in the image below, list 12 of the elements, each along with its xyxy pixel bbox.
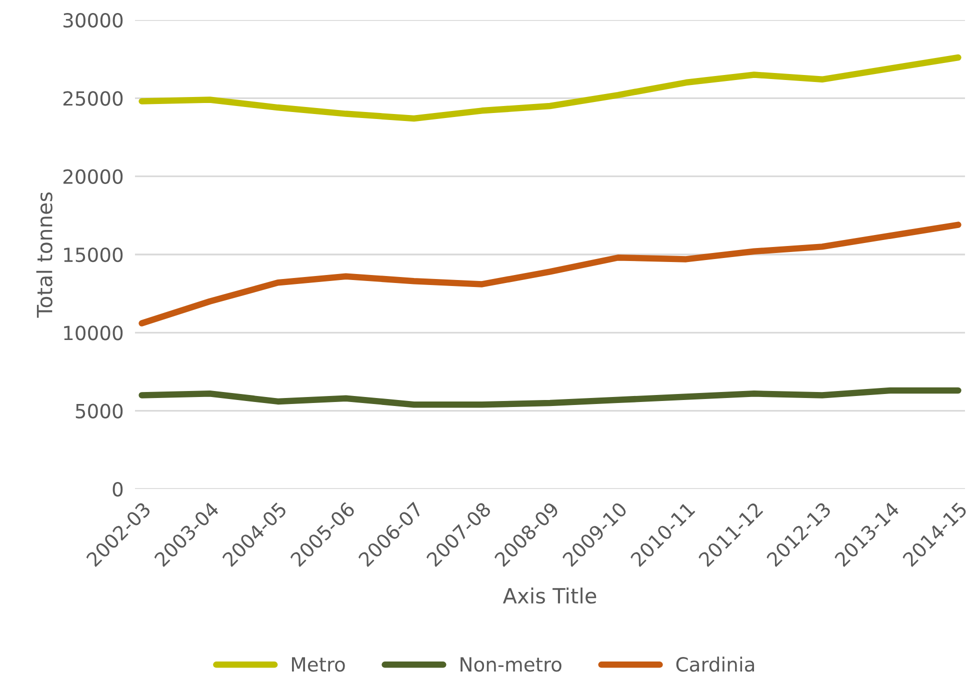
y-tick-label: 15000 [64, 247, 123, 262]
y-tick-label: 10000 [64, 326, 123, 340]
y-tick-label: 5000 [76, 404, 123, 418]
legend-label: Cardinia [676, 656, 754, 672]
y-tick-label: 20000 [63, 169, 123, 184]
y-tick-label: 0 [112, 482, 123, 497]
y-tick-label: 25000 [63, 91, 123, 106]
legend-label: Non-metro [460, 657, 562, 672]
y-tick-label: 30000 [64, 12, 123, 28]
legend-label: Metro [292, 657, 345, 672]
x-axis-title: Axis Title [502, 588, 596, 604]
y-axis-title: Total tonnes [36, 192, 52, 318]
